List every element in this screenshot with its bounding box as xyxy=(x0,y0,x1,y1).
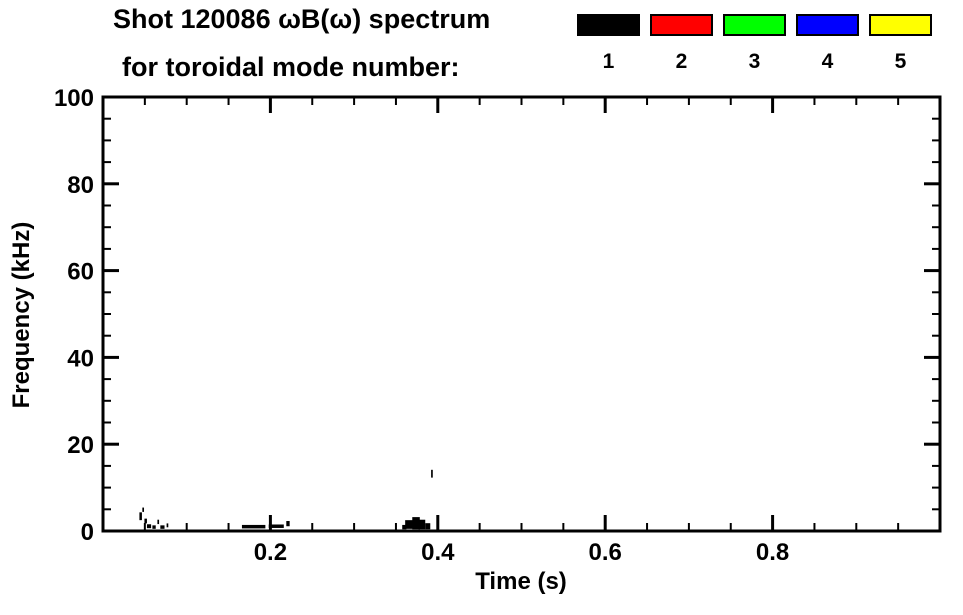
x-tick-labels: 0.2 0.4 0.6 0.8 xyxy=(254,539,790,566)
figure-title: Shot 120086 ωB(ω) spectrum xyxy=(113,4,491,34)
svg-text:0: 0 xyxy=(81,519,94,546)
svg-text:0.8: 0.8 xyxy=(756,539,789,566)
svg-text:80: 80 xyxy=(67,172,94,199)
legend-label-mode-2: 2 xyxy=(675,50,688,73)
svg-text:0.4: 0.4 xyxy=(421,539,455,566)
legend-label-mode-3: 3 xyxy=(748,50,761,73)
data-points xyxy=(139,469,433,530)
axes-frame xyxy=(101,95,942,533)
legend: 1 2 3 4 5 xyxy=(577,14,932,74)
legend-swatch-mode-3 xyxy=(723,14,786,36)
legend-item-mode-3: 3 xyxy=(723,14,786,74)
figure-subtitle: for toroidal mode number: xyxy=(122,52,460,82)
y-tick-labels: 0 20 40 60 80 100 xyxy=(54,85,94,546)
legend-swatch-mode-5 xyxy=(869,14,932,36)
legend-label-mode-1: 1 xyxy=(602,50,615,73)
legend-item-mode-4: 4 xyxy=(796,14,859,74)
legend-label-mode-4: 4 xyxy=(821,50,834,73)
svg-text:100: 100 xyxy=(54,85,94,112)
svg-text:60: 60 xyxy=(67,259,94,286)
legend-swatch-mode-4 xyxy=(796,14,859,36)
svg-text:0.6: 0.6 xyxy=(589,539,622,566)
legend-swatch-mode-1 xyxy=(577,14,640,36)
legend-item-mode-2: 2 xyxy=(650,14,713,74)
svg-text:0.2: 0.2 xyxy=(254,539,287,566)
legend-item-mode-5: 5 xyxy=(869,14,932,74)
legend-swatch-mode-2 xyxy=(650,14,713,36)
svg-text:40: 40 xyxy=(67,345,94,372)
legend-item-mode-1: 1 xyxy=(577,14,640,74)
svg-text:20: 20 xyxy=(67,432,94,459)
x-axis-label: Time (s) xyxy=(475,568,567,595)
axis-ticks xyxy=(103,95,940,533)
legend-label-mode-5: 5 xyxy=(894,50,907,73)
